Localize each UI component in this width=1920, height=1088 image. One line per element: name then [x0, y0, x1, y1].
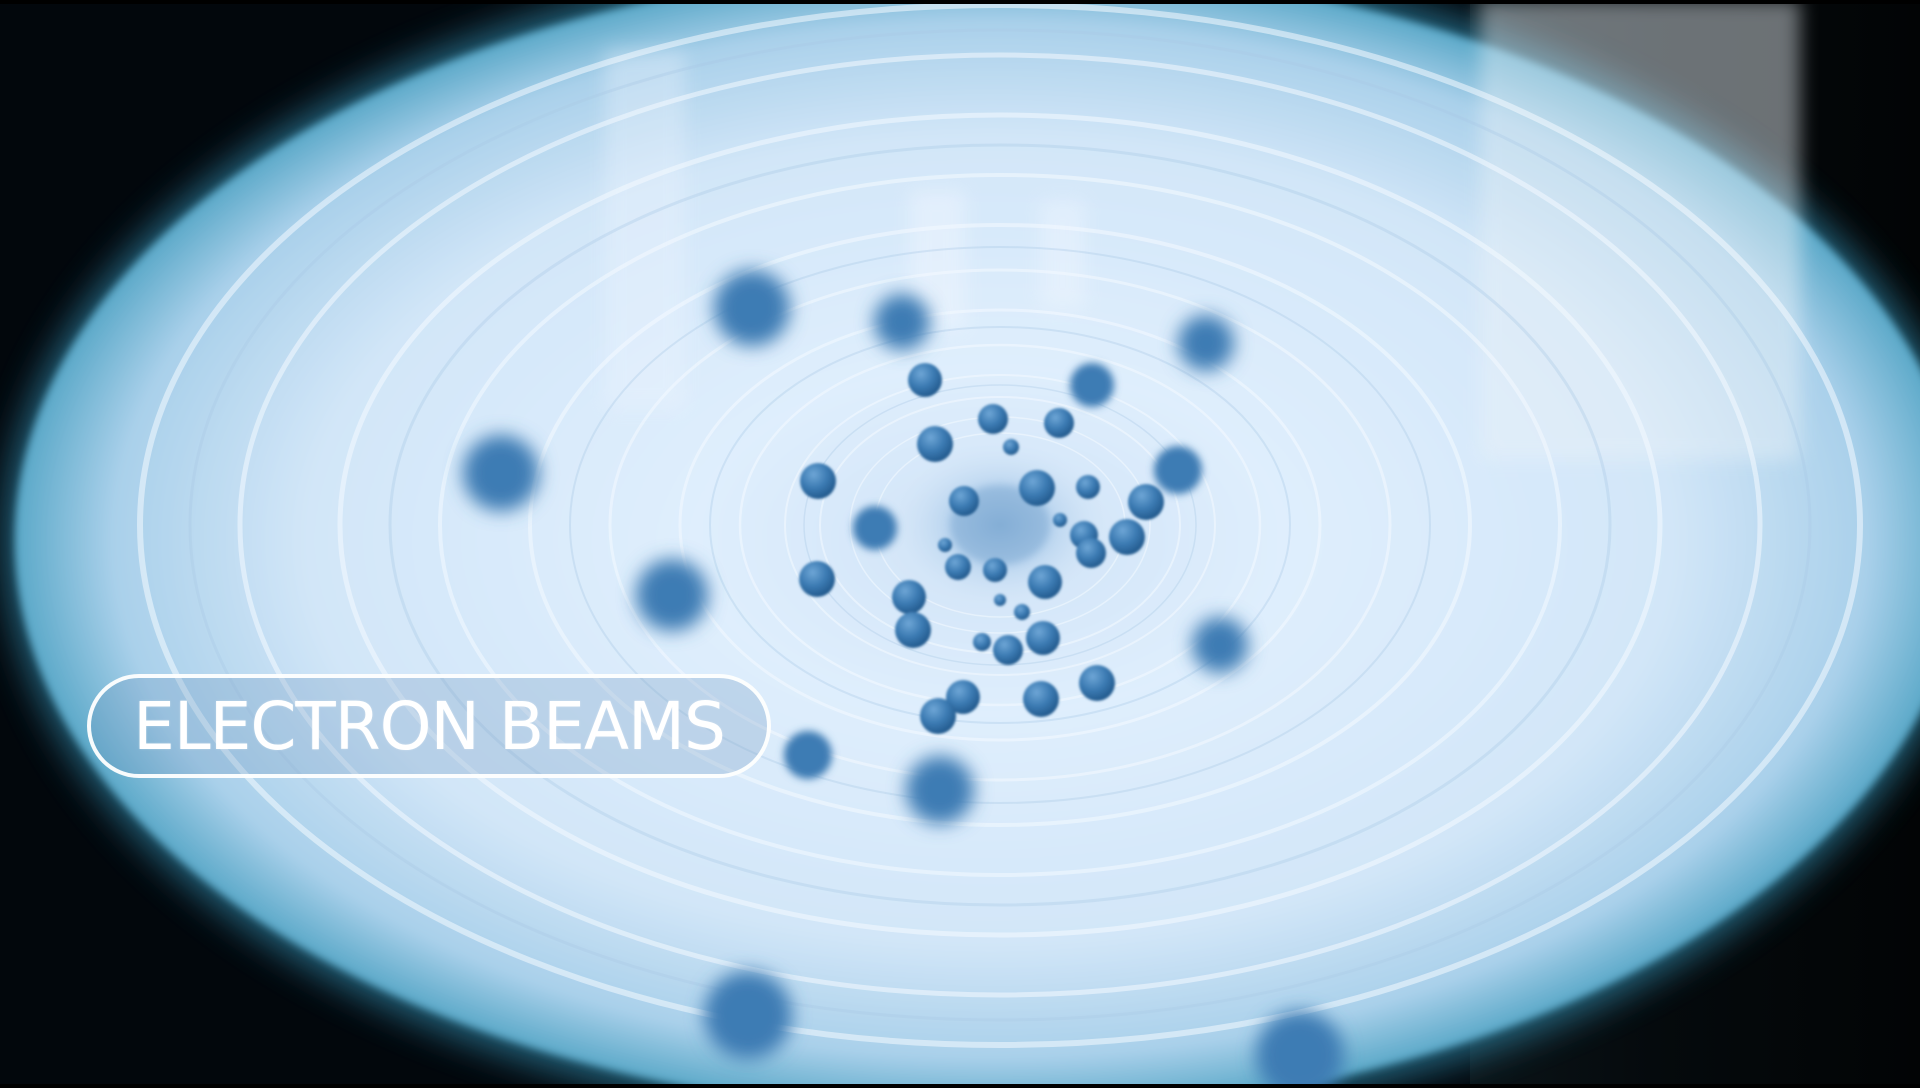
letterbox-bottom	[0, 1084, 1920, 1088]
letterbox-top	[0, 0, 1920, 4]
electron-particles-blurred	[463, 270, 1344, 1088]
electron-particles-sharp	[799, 363, 1164, 734]
caption-pill: ELECTRON BEAMS	[87, 674, 771, 778]
caption-text: ELECTRON BEAMS	[133, 687, 726, 765]
tunnel-rings	[137, 2, 1863, 1048]
